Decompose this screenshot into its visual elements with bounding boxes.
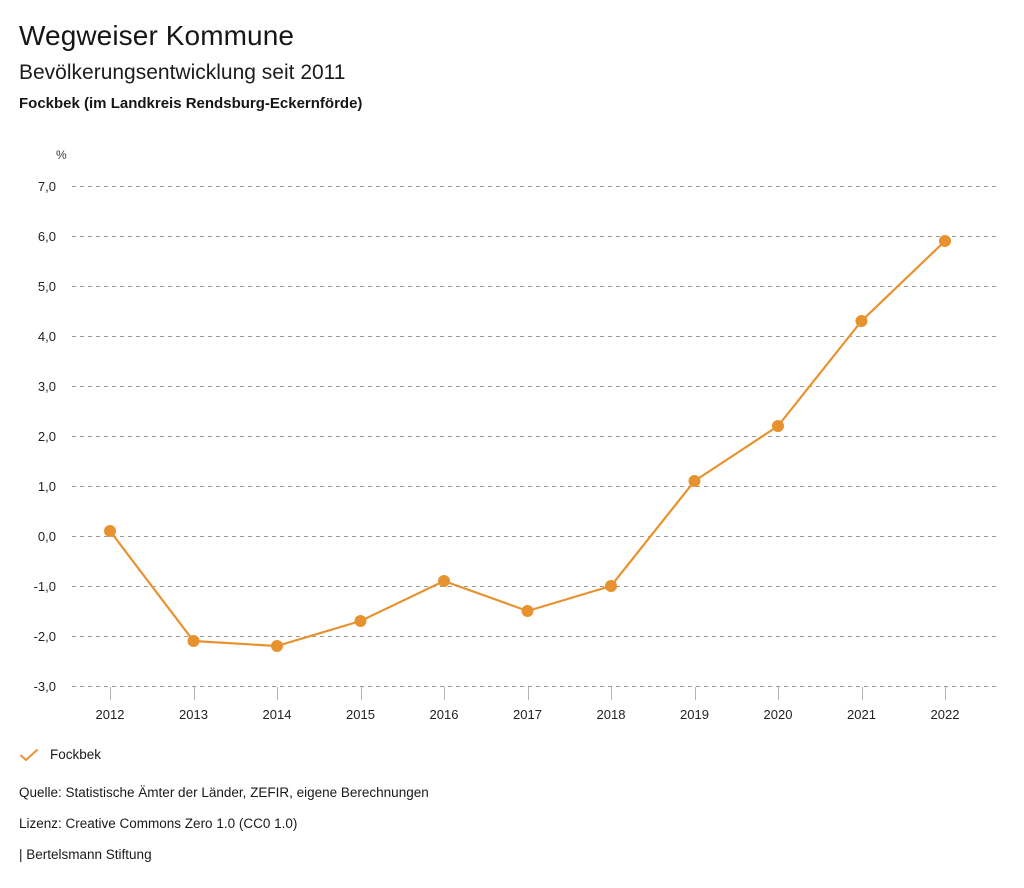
data-point[interactable] [521,605,534,617]
chart-footer: Quelle: Statistische Ämter der Länder, Z… [19,784,979,863]
x-axis-tick-label: 2020 [764,707,793,722]
region-label: Fockbek (im Landkreis Rendsburg-Eckernfö… [19,95,363,112]
y-axis-labels: 7,0 6,0 5,0 4,0 3,0 2,0 1,0 0,0 -1,0 -2,0 -3,0 [34,179,56,694]
check-icon[interactable] [19,748,39,762]
x-axis-tick-label: 2017 [513,707,542,722]
footer-publisher: | Bertelsmann Stiftung [19,847,152,862]
y-axis-tick-label: 1,0 [38,479,56,494]
y-axis-tick-label: -3,0 [34,679,56,694]
data-point[interactable] [605,580,617,592]
x-axis-tick-label: 2016 [430,707,459,722]
x-axis-tick-label: 2014 [263,707,292,722]
y-axis-tick-label: 7,0 [38,179,56,194]
x-axis-tick-label: 2012 [96,707,125,722]
x-axis-tick-label: 2019 [680,707,709,722]
y-axis-tick-label: 4,0 [38,329,56,344]
y-axis-tick-label: -1,0 [34,579,56,594]
data-point[interactable] [354,615,367,627]
page-subtitle: Bevölkerungsentwicklung seit 2011 [19,61,346,84]
y-axis-tick-label: -2,0 [34,629,56,644]
x-axis-tick-label: 2022 [931,707,960,722]
y-axis-tick-label: 6,0 [38,229,56,244]
data-point[interactable] [939,235,951,247]
data-point[interactable] [688,475,701,487]
footer-source: Quelle: Statistische Ämter der Länder, Z… [19,785,429,800]
series-group [104,235,951,652]
data-point[interactable] [772,420,784,432]
page-title: Wegweiser Kommune [19,20,295,51]
y-axis-tick-label: 2,0 [38,429,56,444]
chart-header: Wegweiser Kommune Bevölkerungsentwicklun… [19,18,999,115]
x-axis-tick-label: 2015 [346,707,375,722]
data-point[interactable] [438,575,450,587]
chart-container: 7,0 6,0 5,0 4,0 3,0 2,0 1,0 0,0 -1,0 -2,0 -3,0 201… [0,140,1024,730]
data-point[interactable] [104,525,116,537]
chart-legend: Fockbek [19,745,101,765]
x-axis-tick-label: 2021 [847,707,876,722]
series-line [108,239,947,648]
data-point[interactable] [855,315,868,327]
legend-item-label[interactable]: Fockbek [50,747,102,762]
x-axis-tick-label: 2018 [597,707,626,722]
y-axis-tick-label: 3,0 [38,379,56,394]
x-axis-tick-label: 2013 [179,707,208,722]
y-axis-unit-label: % [56,148,67,162]
x-axis-ticks [110,687,946,700]
gridlines-group [72,186,1000,687]
y-axis-tick-label: 5,0 [38,279,56,294]
data-point[interactable] [187,635,200,647]
y-axis-tick-label: 0,0 [38,529,56,544]
data-point[interactable] [271,640,283,652]
footer-license: Lizenz: Creative Commons Zero 1.0 (CC0 1… [19,816,298,831]
x-axis-labels: 2012 2013 2014 2015 2016 2017 2018 2019 2020 2021… [96,707,960,722]
line-chart: 7,0 6,0 5,0 4,0 3,0 2,0 1,0 0,0 -1,0 -2,0 -3,0 201… [34,148,1000,722]
